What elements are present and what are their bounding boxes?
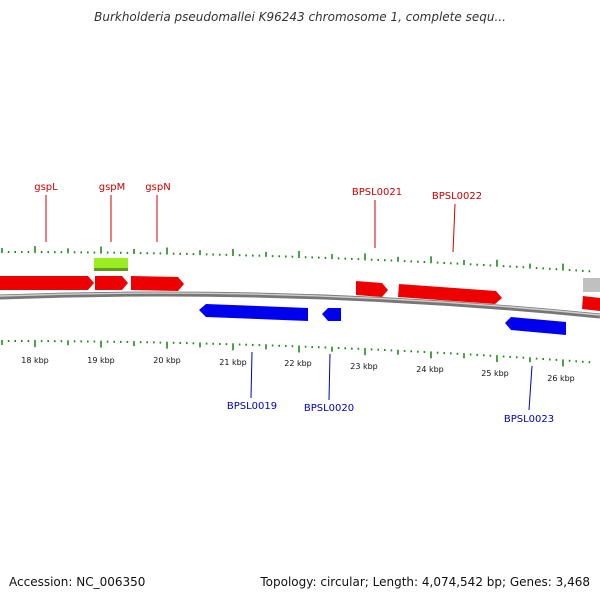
scale-label-19kbp: 19 kbp — [87, 356, 115, 365]
scale-label-24kbp: 24 kbp — [416, 365, 444, 374]
map-title: Burkholderia pseudomallei K96243 chromos… — [94, 10, 506, 24]
scale-label-22kbp: 22 kbp — [284, 359, 312, 368]
label-gspM[interactable]: gspM — [99, 182, 126, 193]
gene-gspM[interactable] — [95, 276, 128, 290]
leader-BPSL0023 — [528, 365, 533, 411]
gene-BPSL0021[interactable] — [356, 281, 388, 297]
scale-label-21kbp: 21 kbp — [219, 358, 247, 367]
gene-BPSL0023[interactable] — [505, 317, 566, 335]
gene-BPSL0022[interactable] — [398, 284, 502, 304]
scale-label-25kbp: 25 kbp — [481, 369, 509, 378]
gene-gspN[interactable] — [131, 276, 184, 291]
scale-label-18kbp: 18 kbp — [21, 356, 49, 365]
label-BPSL0023[interactable]: BPSL0023 — [504, 414, 554, 425]
topology-summary: Topology: circular; Length: 4,074,542 bp… — [260, 575, 590, 589]
label-gspN[interactable]: gspN — [145, 182, 170, 193]
label-BPSL0021[interactable]: BPSL0021 — [352, 187, 402, 198]
label-gspL[interactable]: gspL — [34, 182, 58, 193]
green-feature[interactable] — [94, 258, 128, 271]
gene-partial-right[interactable] — [582, 296, 600, 311]
tick-row-bottom — [1, 340, 591, 367]
label-BPSL0020[interactable]: BPSL0020 — [304, 403, 354, 414]
gene-gspL[interactable] — [0, 276, 94, 290]
green-feature-shadow — [94, 268, 128, 271]
leader-BPSL0019 — [250, 351, 253, 399]
scale-label-20kbp: 20 kbp — [153, 356, 181, 365]
scale-label-23kbp: 23 kbp — [350, 362, 378, 371]
tick-row-top — [1, 246, 591, 273]
gene-BPSL0020[interactable] — [322, 308, 341, 321]
chromosome-backbone — [0, 291, 600, 319]
leader-BPSL0022 — [452, 203, 456, 253]
label-BPSL0022[interactable]: BPSL0022 — [432, 191, 482, 202]
backbone-highlight — [0, 292, 600, 316]
label-BPSL0019[interactable]: BPSL0019 — [227, 401, 277, 412]
gray-feature[interactable] — [583, 278, 600, 292]
leader-BPSL0020 — [328, 353, 331, 401]
accession-text: Accession: NC_006350 — [9, 575, 146, 589]
gene-BPSL0019[interactable] — [199, 304, 308, 321]
scale-label-26kbp: 26 kbp — [547, 374, 575, 383]
